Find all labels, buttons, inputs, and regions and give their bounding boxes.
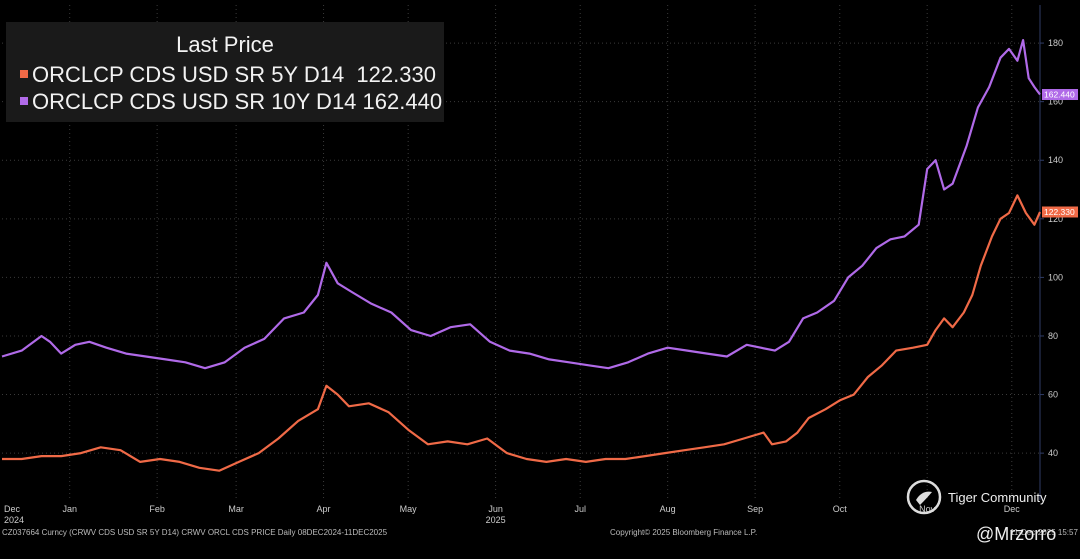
tiger-logo-icon <box>905 478 943 516</box>
series-line-5y <box>2 194 1042 472</box>
y-tick-label: 100 <box>1048 272 1063 282</box>
legend-value-10y: 162.440 <box>362 89 443 114</box>
x-tick-year: 2025 <box>486 515 506 525</box>
watermark-handle: @Mrzorro <box>976 524 1057 544</box>
legend-title: Last Price <box>176 32 274 57</box>
last-price-badge-10y <box>1042 89 1078 101</box>
legend-label-10y: ORCLCP CDS USD SR 10Y D14 <box>32 89 357 114</box>
x-tick-label: Jul <box>574 504 586 514</box>
y-axis: 40 60 80 100 120 140 160 180 <box>1040 38 1063 458</box>
x-tick-label: Jun <box>488 504 503 514</box>
series-lines <box>1 39 1042 472</box>
footer-source: CZ037664 Curncy (CRWV CDS USD SR 5Y D14)… <box>2 528 388 537</box>
y-tick-label: 180 <box>1048 38 1063 48</box>
last-price-label-5y: 122.330 <box>1044 207 1075 217</box>
watermark-brand: Tiger Community <box>948 490 1047 505</box>
x-tick-year: 2024 <box>4 515 24 525</box>
legend: Last Price ORCLCP CDS USD SR 5Y D14 122.… <box>6 22 444 122</box>
legend-value-5y: 122.330 <box>356 62 436 87</box>
y-tick-label: 80 <box>1048 331 1058 341</box>
x-tick-label: Feb <box>149 504 165 514</box>
legend-label-5y: ORCLCP CDS USD SR 5Y D14 <box>32 62 345 87</box>
footer-timestamp: 11-Dec-2025 15:57 <box>1010 528 1078 537</box>
legend-swatch-10y <box>20 97 28 105</box>
x-tick-label: Oct <box>833 504 848 514</box>
y-tick-label: 160 <box>1048 97 1063 107</box>
y-tick-label: 40 <box>1048 448 1058 458</box>
x-tick-label: Nov <box>919 504 936 514</box>
x-tick-label: Aug <box>660 504 676 514</box>
legend-item-5y: ORCLCP CDS USD SR 5Y D14 122.330 <box>20 62 436 88</box>
y-tick-label: 60 <box>1048 390 1058 400</box>
y-tick-label: 140 <box>1048 155 1063 165</box>
y-tick-label: 120 <box>1048 214 1063 224</box>
x-tick-label: May <box>400 504 418 514</box>
x-tick-label: Dec <box>1004 504 1021 514</box>
legend-swatch-5y <box>20 70 28 78</box>
footer-copyright: Copyright© 2025 Bloomberg Finance L.P. <box>610 528 758 537</box>
x-tick-label: Sep <box>747 504 763 514</box>
x-tick-label: Jan <box>62 504 77 514</box>
x-tick-label: Dec <box>4 504 21 514</box>
last-price-labels: 122.330 162.440 <box>1042 89 1078 218</box>
series-line-10y <box>1 39 1041 370</box>
last-price-badge-5y <box>1042 206 1078 218</box>
x-tick-label: Apr <box>317 504 331 514</box>
last-price-label-10y: 162.440 <box>1044 90 1075 100</box>
x-tick-label: Mar <box>228 504 244 514</box>
legend-item-10y: ORCLCP CDS USD SR 10Y D14 162.440 <box>20 89 442 115</box>
